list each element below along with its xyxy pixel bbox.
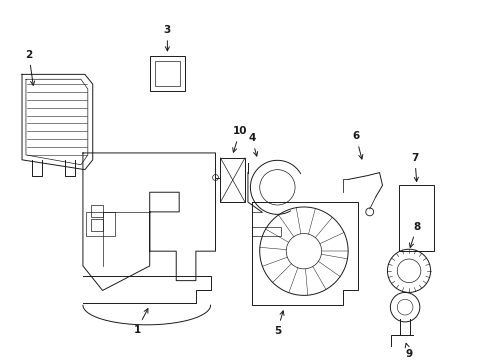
Bar — [154, 60, 180, 86]
Bar — [149, 56, 184, 91]
Text: 1: 1 — [133, 309, 148, 335]
Bar — [91, 219, 102, 230]
Text: 5: 5 — [273, 311, 284, 336]
Bar — [91, 205, 102, 217]
Text: 8: 8 — [408, 222, 420, 247]
Text: 7: 7 — [410, 153, 418, 181]
Bar — [251, 226, 281, 237]
Text: 10: 10 — [232, 126, 247, 152]
Bar — [220, 158, 244, 202]
Text: 3: 3 — [163, 25, 171, 51]
Text: 9: 9 — [405, 343, 412, 359]
Text: 4: 4 — [248, 133, 257, 156]
Text: 2: 2 — [25, 50, 35, 85]
Bar — [398, 185, 433, 251]
Text: 6: 6 — [352, 131, 362, 159]
Bar — [86, 212, 115, 237]
